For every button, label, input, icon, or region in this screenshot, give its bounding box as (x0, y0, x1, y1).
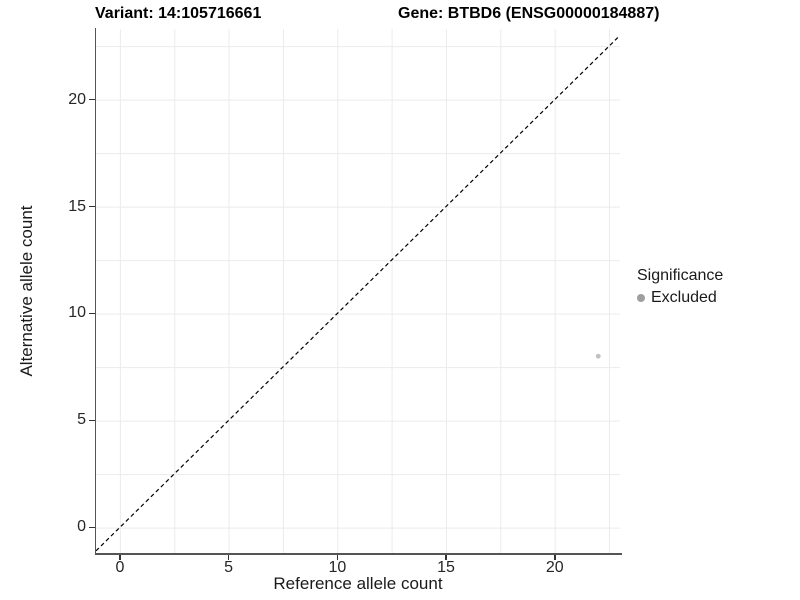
x-tick-label: 20 (545, 559, 564, 576)
y-axis-title: Alternative allele count (17, 205, 36, 377)
legend-entry-label: Excluded (651, 289, 717, 306)
x-tick-mark (119, 554, 121, 560)
identity-line (96, 34, 620, 552)
x-axis-title: Reference allele count (273, 574, 443, 593)
x-tick-label: 15 (437, 559, 455, 576)
x-axis-line (94, 553, 622, 555)
x-tick-label: 5 (224, 559, 234, 576)
y-tick-mark (89, 205, 95, 208)
y-tick-mark (89, 98, 95, 101)
plot-title-variant: Variant: 14:105716661 (95, 5, 262, 22)
x-tick-mark (445, 554, 447, 560)
x-tick-label: 0 (115, 559, 125, 576)
y-tick-mark (89, 526, 95, 529)
y-axis-line (94, 28, 96, 554)
data-point (595, 353, 601, 359)
legend-key-point-icon (637, 293, 645, 302)
y-tick-label: 20 (68, 90, 86, 108)
x-tick-mark (227, 554, 230, 560)
y-tick-mark (89, 312, 95, 315)
y-tick-mark (89, 419, 95, 422)
y-tick-label: 15 (68, 197, 86, 215)
x-tick-label: 10 (328, 559, 347, 576)
y-tick-label: 5 (77, 411, 86, 429)
x-tick-mark (336, 554, 339, 560)
legend: Significance Excluded (637, 266, 723, 307)
plot-title-gene: Gene: BTBD6 (ENSG00000184887) (398, 5, 660, 22)
y-tick-label: 0 (77, 518, 86, 536)
legend-title: Significance (637, 267, 724, 284)
legend-entry-excluded: Excluded (637, 288, 723, 307)
plot-panel (96, 29, 620, 553)
y-tick-label: 10 (68, 304, 86, 322)
x-tick-mark (554, 554, 556, 560)
plot-layer (96, 34, 620, 552)
